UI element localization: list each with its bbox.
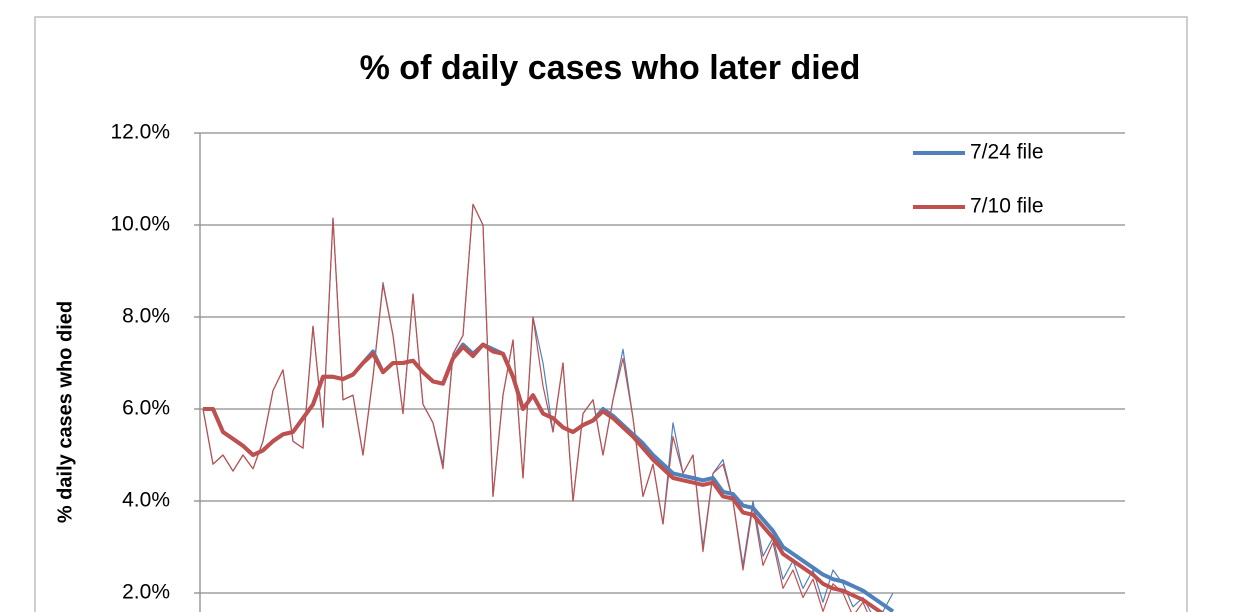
daily-line <box>202 203 868 612</box>
chart-title: % of daily cases who later died <box>360 49 861 87</box>
plot <box>202 203 895 612</box>
y-tick-label: 8.0% <box>122 305 170 328</box>
legend-label: 7/10 file <box>970 195 1044 218</box>
y-tick-label: 10.0% <box>110 213 170 236</box>
y-tick-label: 6.0% <box>122 397 170 420</box>
legend: 7/24 file 7/10 file <box>913 141 1044 218</box>
chart-frame <box>34 16 1188 612</box>
series-line <box>203 342 885 612</box>
y-tick-label: 2.0% <box>122 581 170 604</box>
y-axis-title: % daily cases who died <box>54 301 76 523</box>
y-tick-label: 12.0% <box>110 121 170 144</box>
grid: 2.0% 4.0% 6.0% 8.0% 10.0% 12.0% <box>110 121 1125 612</box>
legend-label: 7/24 file <box>970 141 1044 164</box>
y-tick-label: 4.0% <box>122 489 170 512</box>
